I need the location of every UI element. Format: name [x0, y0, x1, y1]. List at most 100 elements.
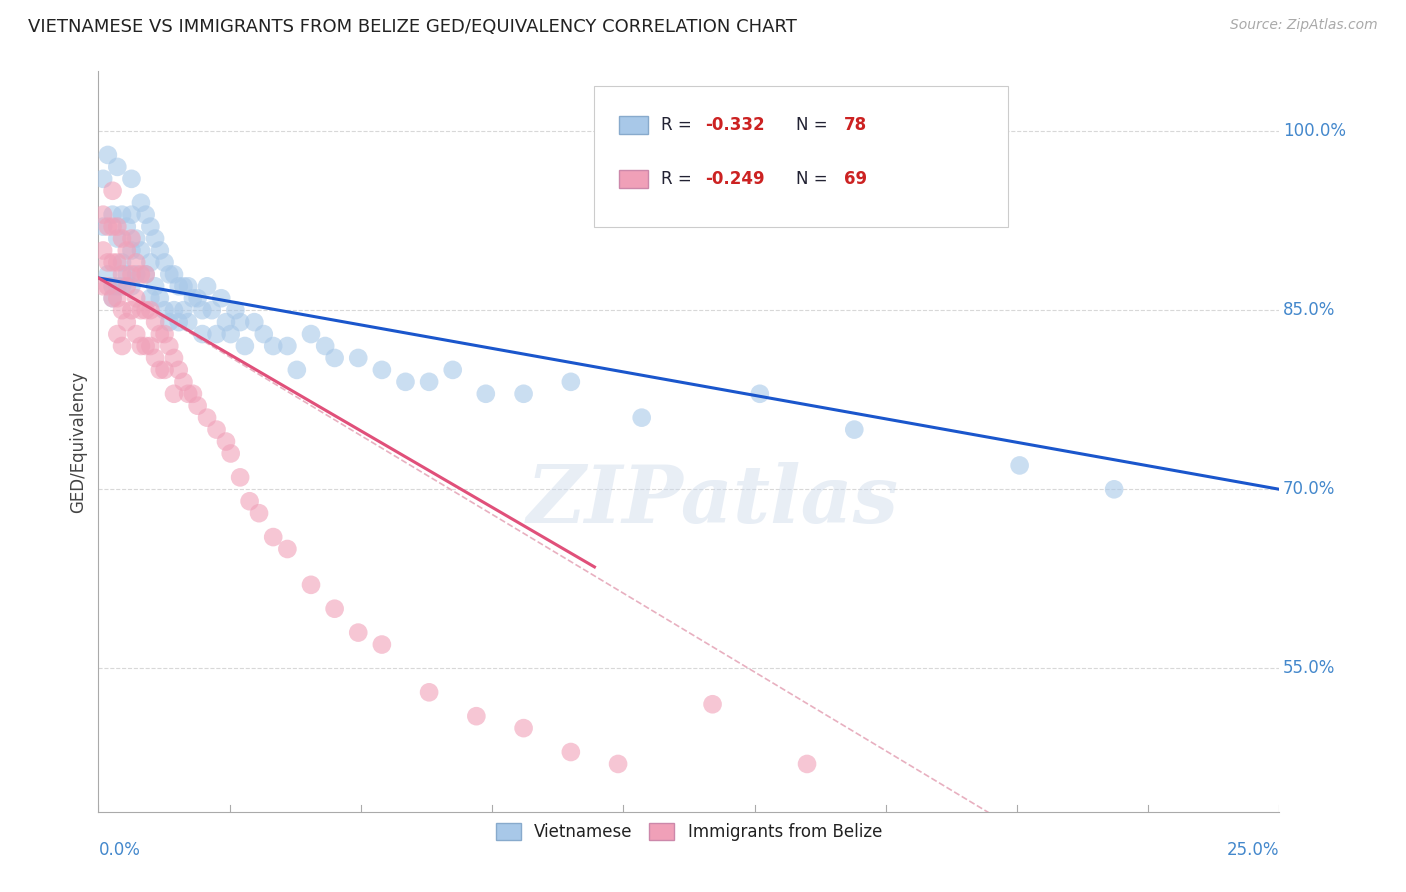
Point: [607, 756, 630, 771]
Point: [224, 303, 246, 318]
Point: [177, 315, 200, 329]
Point: [111, 303, 134, 318]
Point: [157, 339, 180, 353]
Point: [105, 327, 128, 342]
Point: [135, 268, 157, 282]
Point: [215, 434, 238, 449]
Point: [191, 327, 214, 342]
Point: [233, 339, 256, 353]
Text: R =: R =: [661, 116, 696, 134]
Text: R =: R =: [661, 169, 696, 187]
Point: [105, 291, 128, 305]
Point: [247, 506, 270, 520]
Point: [844, 423, 866, 437]
Point: [347, 625, 370, 640]
Point: [560, 745, 582, 759]
Point: [465, 709, 488, 723]
Point: [163, 268, 186, 282]
Point: [129, 195, 152, 210]
FancyBboxPatch shape: [595, 87, 1008, 227]
Point: [97, 268, 120, 282]
Text: 100.0%: 100.0%: [1284, 122, 1346, 140]
Point: [418, 375, 440, 389]
Point: [139, 291, 162, 305]
Point: [129, 244, 152, 258]
Point: [323, 351, 346, 365]
Point: [121, 171, 143, 186]
Point: [129, 268, 152, 282]
Point: [91, 244, 114, 258]
Point: [209, 291, 232, 305]
Point: [323, 601, 346, 615]
Point: [177, 279, 200, 293]
Point: [111, 279, 134, 293]
Text: 25.0%: 25.0%: [1227, 841, 1279, 859]
Point: [139, 255, 162, 269]
Point: [139, 219, 162, 234]
Text: 70.0%: 70.0%: [1284, 480, 1336, 499]
Point: [153, 327, 176, 342]
Point: [219, 446, 242, 460]
Point: [149, 327, 172, 342]
Point: [111, 208, 134, 222]
Point: [115, 279, 138, 293]
Point: [101, 255, 124, 269]
Point: [97, 255, 120, 269]
Point: [135, 208, 157, 222]
Point: [111, 231, 134, 245]
Point: [371, 638, 394, 652]
Point: [167, 279, 190, 293]
Point: [157, 268, 180, 282]
Point: [276, 339, 298, 353]
Point: [105, 255, 128, 269]
Point: [285, 363, 308, 377]
Point: [229, 315, 252, 329]
FancyBboxPatch shape: [619, 116, 648, 134]
Point: [149, 291, 172, 305]
Point: [153, 303, 176, 318]
Text: N =: N =: [796, 116, 834, 134]
Point: [101, 291, 124, 305]
Point: [475, 386, 498, 401]
Point: [97, 219, 120, 234]
Point: [172, 279, 194, 293]
Point: [187, 291, 209, 305]
Point: [195, 410, 218, 425]
Point: [243, 315, 266, 329]
Point: [91, 171, 114, 186]
Point: [262, 339, 284, 353]
Point: [125, 268, 148, 282]
Point: [314, 339, 336, 353]
Point: [219, 327, 242, 342]
Point: [139, 339, 162, 353]
Point: [796, 756, 818, 771]
Point: [97, 279, 120, 293]
Text: Source: ZipAtlas.com: Source: ZipAtlas.com: [1230, 18, 1378, 32]
FancyBboxPatch shape: [619, 169, 648, 187]
Point: [157, 315, 180, 329]
Legend: Vietnamese, Immigrants from Belize: Vietnamese, Immigrants from Belize: [489, 816, 889, 847]
Point: [105, 279, 128, 293]
Point: [149, 244, 172, 258]
Point: [153, 255, 176, 269]
Point: [153, 363, 176, 377]
Text: -0.332: -0.332: [706, 116, 765, 134]
Point: [101, 279, 124, 293]
Point: [181, 291, 204, 305]
Point: [115, 244, 138, 258]
Point: [512, 721, 534, 735]
Point: [441, 363, 464, 377]
Y-axis label: GED/Equivalency: GED/Equivalency: [69, 370, 87, 513]
Point: [143, 231, 166, 245]
Point: [125, 255, 148, 269]
Point: [187, 399, 209, 413]
Point: [115, 268, 138, 282]
Text: 0.0%: 0.0%: [98, 841, 141, 859]
Point: [229, 470, 252, 484]
Point: [394, 375, 416, 389]
Point: [299, 327, 322, 342]
Point: [702, 698, 724, 712]
Point: [97, 148, 120, 162]
Point: [101, 208, 124, 222]
Point: [105, 219, 128, 234]
